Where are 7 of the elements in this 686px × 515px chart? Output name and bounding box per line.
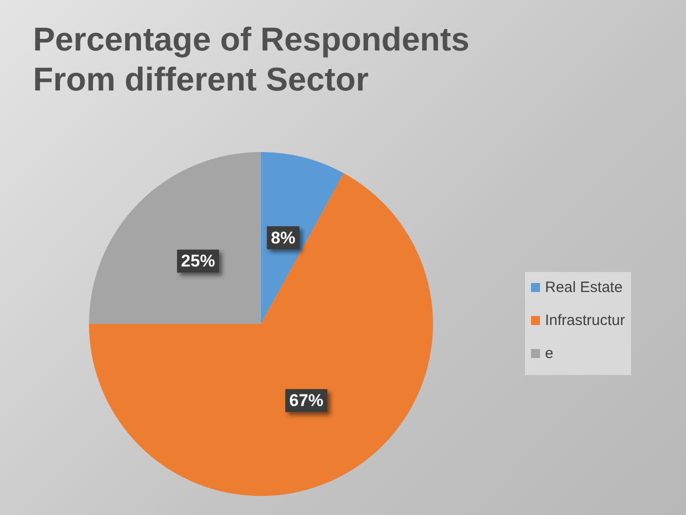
data-label: 67%	[289, 391, 324, 410]
legend-label: Real Estate	[545, 279, 623, 296]
data-label: 25%	[181, 252, 216, 271]
legend-label: e	[545, 345, 554, 362]
chart-title: Percentage of Respondents From different Sector	[33, 20, 470, 98]
legend-label: Infrastructur	[545, 312, 626, 329]
data-label: 8%	[270, 228, 296, 248]
